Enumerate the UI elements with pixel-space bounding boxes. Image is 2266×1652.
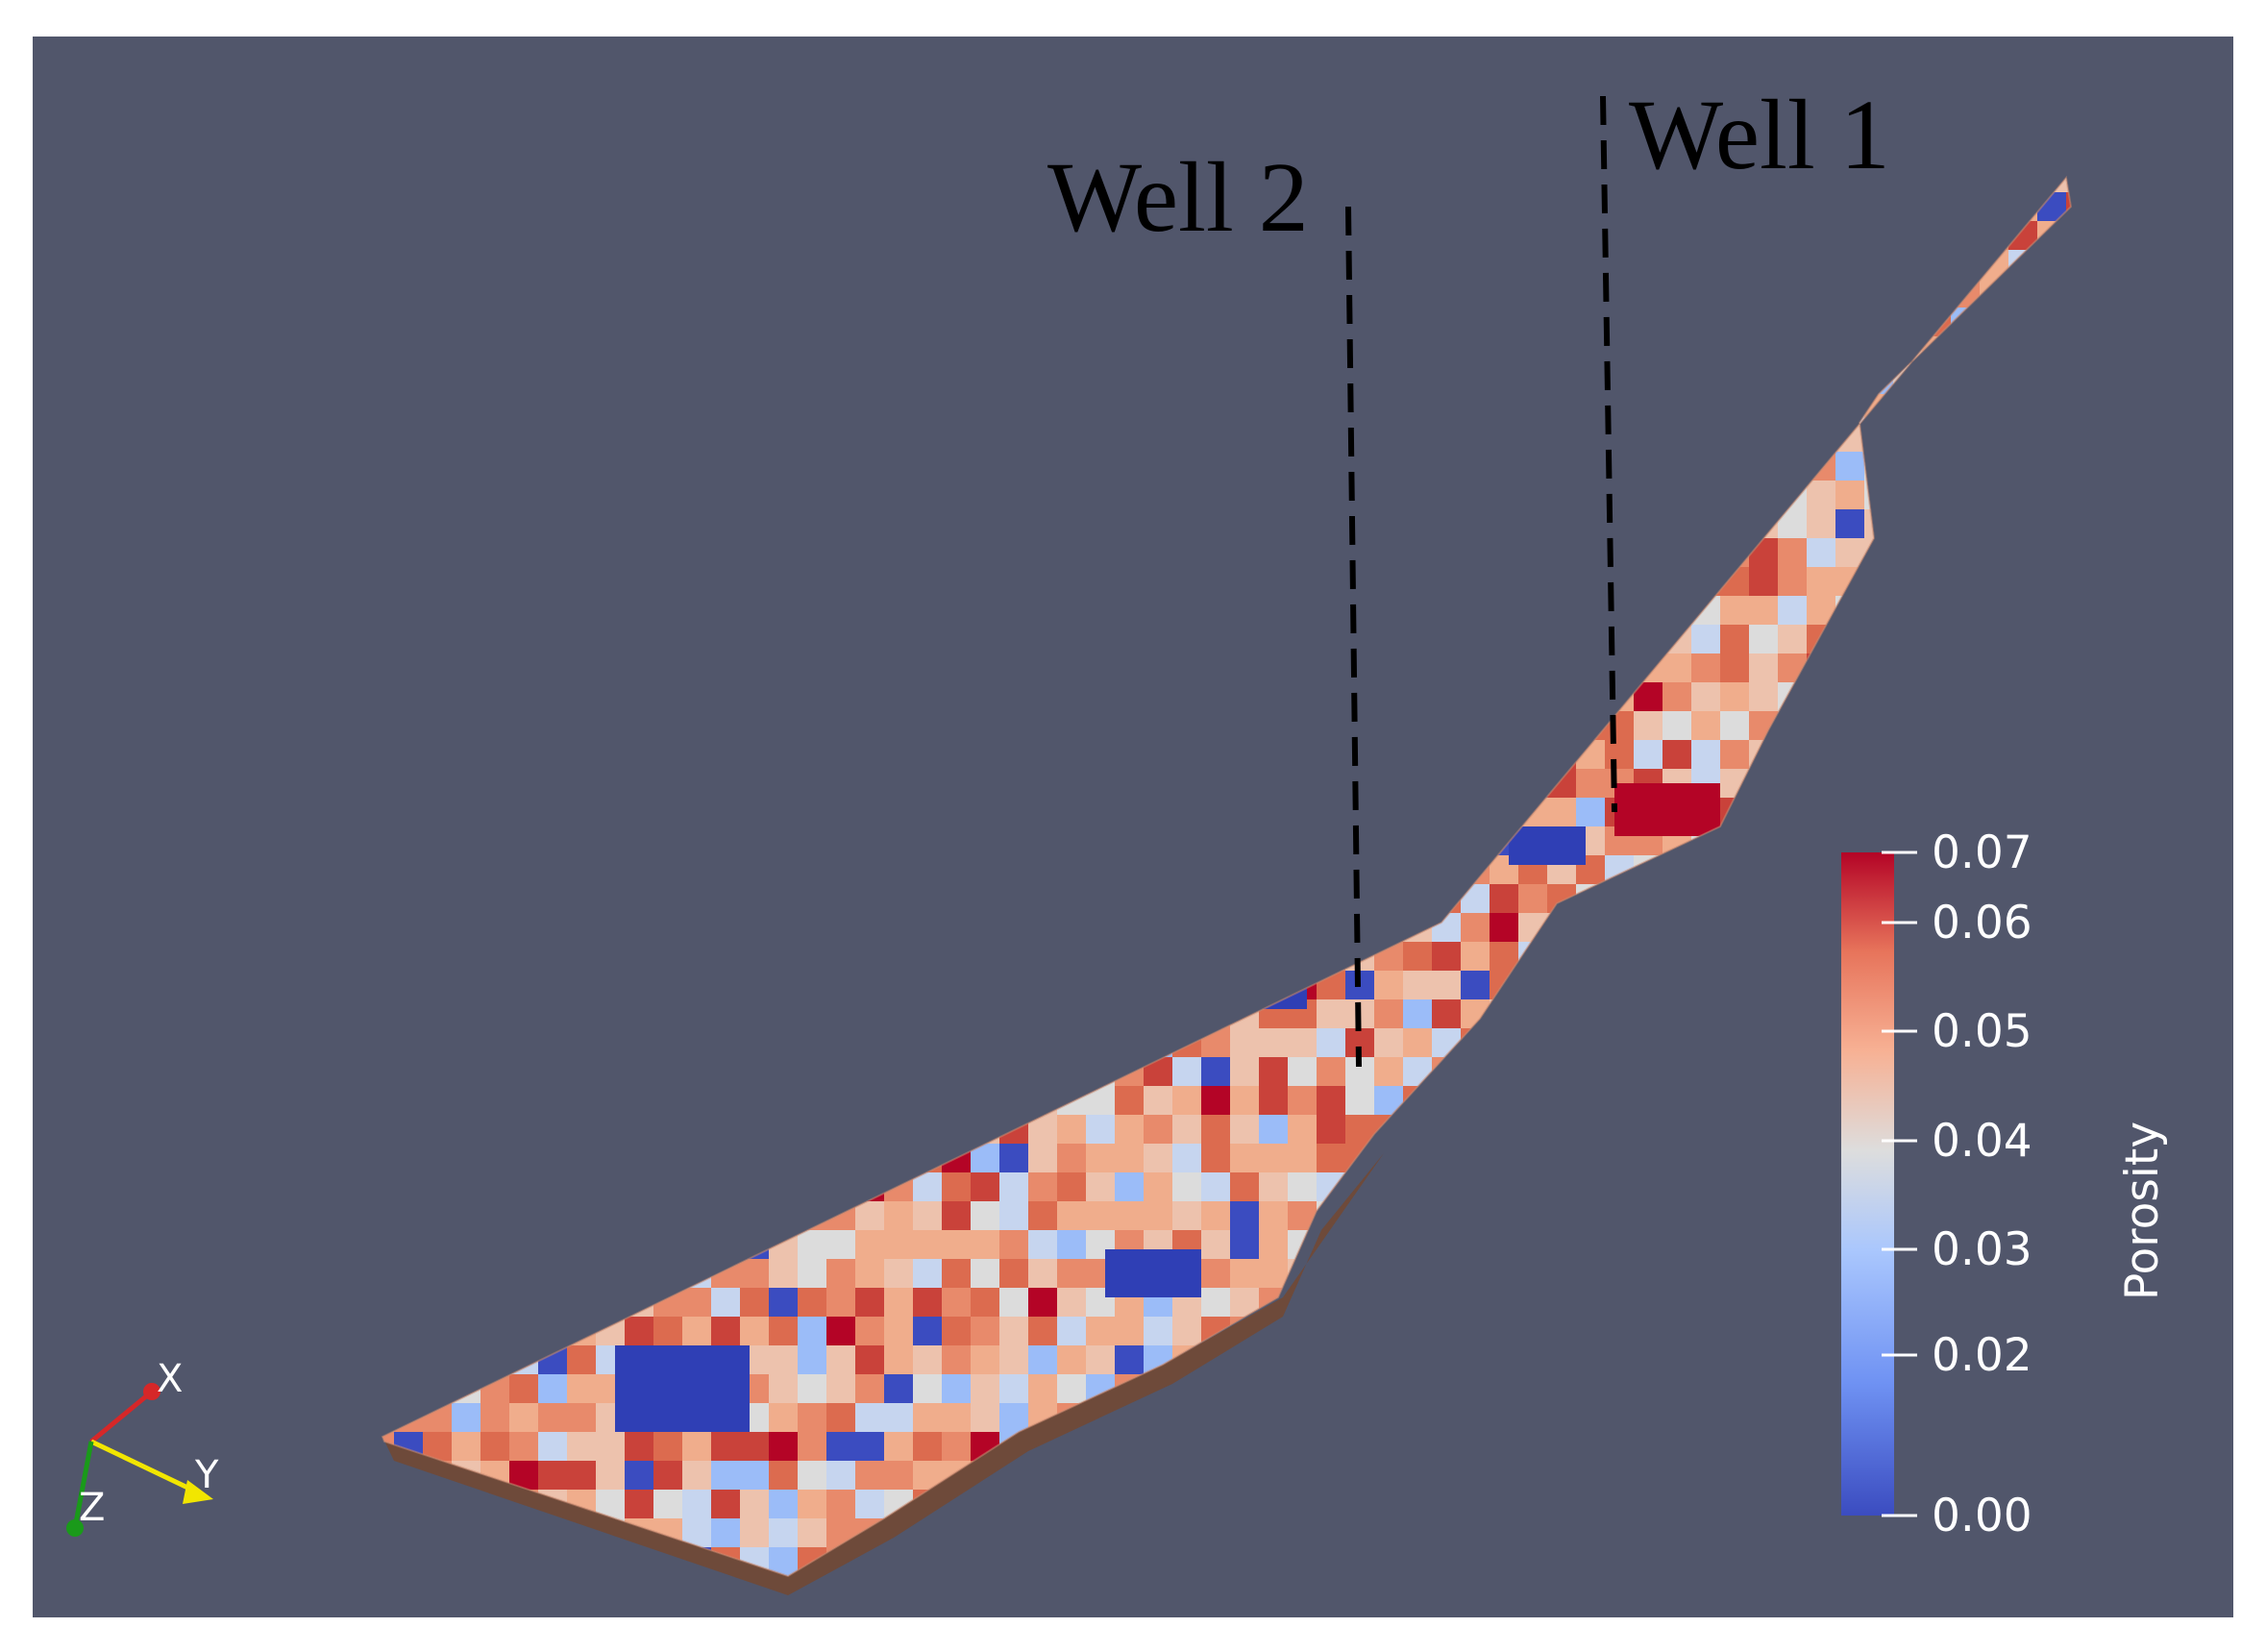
colorbar-tick-label: 0.05 — [1932, 1005, 2032, 1058]
colorbar-title: Porosity — [2116, 1122, 2169, 1300]
y-axis-letter: Y — [194, 1453, 219, 1497]
colorbar-tick-label: 0.03 — [1932, 1223, 2032, 1276]
well-2-label: Well 2 — [1047, 142, 1309, 253]
z-axis-tip — [66, 1519, 84, 1537]
well-1-label: Well 1 — [1629, 80, 1890, 190]
x-axis-line — [89, 1390, 154, 1443]
well-1-dashed-line — [1600, 95, 1617, 813]
z-axis-line — [72, 1441, 94, 1529]
colorbar-gradient — [1841, 852, 1894, 1516]
colorbar-tick-label: 0.02 — [1932, 1329, 2032, 1382]
colorbar-ticks: 0.07 0.06 0.05 0.04 0.03 0.02 0.00 — [1882, 826, 2032, 1542]
colorbar-tick-label: 0.07 — [1932, 826, 2032, 879]
y-axis-line — [89, 1439, 204, 1497]
colorbar-tick-label: 0.00 — [1932, 1490, 2032, 1542]
orientation-axes: X Y Z — [66, 1357, 219, 1537]
colorbar-tick-label: 0.06 — [1932, 897, 2032, 949]
well-2-dashed-line — [1345, 206, 1362, 1068]
colorbar-tick-label: 0.04 — [1932, 1115, 2032, 1168]
x-axis-letter: X — [157, 1357, 183, 1401]
z-axis-letter: Z — [79, 1486, 105, 1530]
layer-edge — [382, 1153, 1384, 1595]
colorbar: 0.07 0.06 0.05 0.04 0.03 0.02 0.00 Porosity — [1841, 826, 2169, 1542]
x-axis-tip — [143, 1383, 160, 1400]
y-axis-tip — [183, 1480, 213, 1504]
layer-outline — [381, 175, 2073, 1578]
